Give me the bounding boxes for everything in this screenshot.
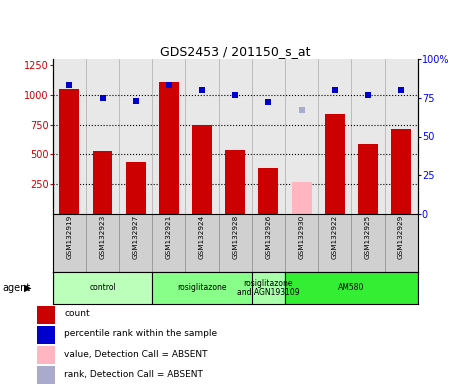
Text: GSM132923: GSM132923 <box>100 215 106 260</box>
Text: percentile rank within the sample: percentile rank within the sample <box>64 329 218 339</box>
Text: value, Detection Call = ABSENT: value, Detection Call = ABSENT <box>64 349 208 359</box>
Text: GSM132921: GSM132921 <box>166 215 172 260</box>
Text: GSM132930: GSM132930 <box>299 215 305 260</box>
Text: GSM132919: GSM132919 <box>67 215 73 260</box>
FancyBboxPatch shape <box>37 346 55 364</box>
Bar <box>351 59 385 214</box>
Bar <box>152 59 185 214</box>
Text: control: control <box>89 283 116 293</box>
Text: ▶: ▶ <box>24 283 31 293</box>
Bar <box>291 182 312 214</box>
Text: count: count <box>64 310 90 318</box>
Bar <box>225 150 245 214</box>
Bar <box>159 82 179 214</box>
Bar <box>53 59 86 214</box>
Bar <box>358 144 378 214</box>
Title: GDS2453 / 201150_s_at: GDS2453 / 201150_s_at <box>160 45 310 58</box>
Bar <box>119 59 152 214</box>
Bar <box>285 272 418 304</box>
Text: rank, Detection Call = ABSENT: rank, Detection Call = ABSENT <box>64 369 203 379</box>
Text: GSM132922: GSM132922 <box>332 215 338 260</box>
Bar <box>252 59 285 214</box>
Bar <box>185 59 218 214</box>
Bar <box>93 151 112 214</box>
Text: GSM132924: GSM132924 <box>199 215 205 260</box>
Text: GSM132925: GSM132925 <box>365 215 371 260</box>
FancyBboxPatch shape <box>37 366 55 384</box>
Bar <box>285 59 318 214</box>
Bar <box>218 59 252 214</box>
Bar <box>391 129 411 214</box>
Bar <box>86 59 119 214</box>
Bar <box>385 59 418 214</box>
FancyBboxPatch shape <box>37 306 55 324</box>
Bar <box>325 114 345 214</box>
Bar <box>59 89 79 214</box>
Bar <box>192 124 212 214</box>
FancyBboxPatch shape <box>37 326 55 344</box>
Bar <box>152 272 252 304</box>
Text: GSM132927: GSM132927 <box>133 215 139 260</box>
Bar <box>252 272 285 304</box>
Text: GSM132928: GSM132928 <box>232 215 238 260</box>
Text: rosiglitazone
and AGN193109: rosiglitazone and AGN193109 <box>237 279 300 297</box>
Bar <box>258 167 278 214</box>
Text: GSM132926: GSM132926 <box>265 215 271 260</box>
Bar <box>53 272 152 304</box>
Text: rosiglitazone: rosiglitazone <box>177 283 227 293</box>
Text: GSM132929: GSM132929 <box>398 215 404 260</box>
Text: agent: agent <box>2 283 31 293</box>
Bar <box>126 162 146 214</box>
Bar <box>318 59 351 214</box>
Text: AM580: AM580 <box>338 283 364 293</box>
